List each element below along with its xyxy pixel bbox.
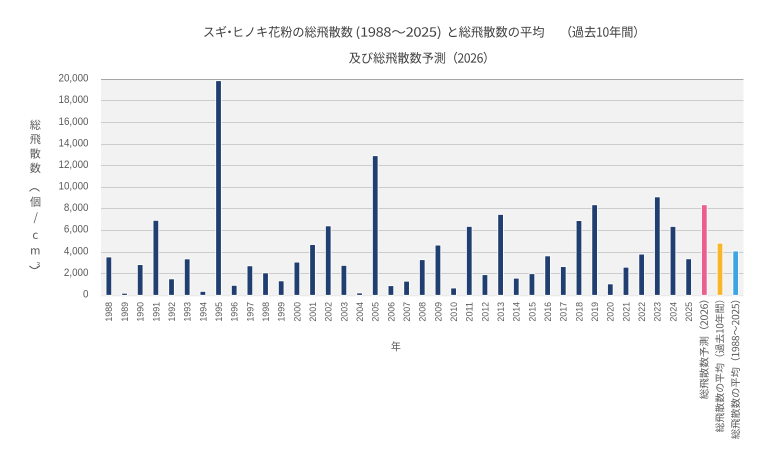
svg-text:1991: 1991 xyxy=(151,302,161,322)
svg-text:2013: 2013 xyxy=(496,302,506,322)
svg-text:1993: 1993 xyxy=(183,302,193,322)
svg-text:14,000: 14,000 xyxy=(59,137,89,149)
svg-text:1997: 1997 xyxy=(245,302,255,322)
svg-text:1990: 1990 xyxy=(136,302,146,322)
svg-text:12,000: 12,000 xyxy=(59,159,89,171)
svg-text:2015: 2015 xyxy=(527,302,537,322)
svg-text:2023: 2023 xyxy=(653,302,663,322)
svg-text:2012: 2012 xyxy=(480,302,490,322)
svg-text:2020: 2020 xyxy=(606,302,616,322)
svg-text:1992: 1992 xyxy=(167,302,177,322)
svg-text:10,000: 10,000 xyxy=(59,181,89,193)
svg-text:20,000: 20,000 xyxy=(59,73,89,85)
svg-text:2019: 2019 xyxy=(590,302,600,322)
svg-text:1988: 1988 xyxy=(104,302,114,322)
svg-text:2003: 2003 xyxy=(339,302,349,322)
svg-text:2005: 2005 xyxy=(371,302,381,322)
svg-text:2016: 2016 xyxy=(543,302,553,322)
svg-text:1998: 1998 xyxy=(261,302,271,322)
svg-text:16,000: 16,000 xyxy=(59,116,89,128)
svg-text:2022: 2022 xyxy=(637,302,647,322)
svg-text:8,000: 8,000 xyxy=(64,202,89,214)
svg-text:2001: 2001 xyxy=(308,302,318,322)
svg-text:2004: 2004 xyxy=(355,302,365,322)
svg-text:6,000: 6,000 xyxy=(64,224,89,236)
svg-text:1999: 1999 xyxy=(277,302,287,322)
svg-text:2000: 2000 xyxy=(292,302,302,322)
svg-text:2017: 2017 xyxy=(559,302,569,322)
svg-text:2018: 2018 xyxy=(574,302,584,322)
svg-text:2010: 2010 xyxy=(449,302,459,322)
svg-text:2,000: 2,000 xyxy=(64,267,89,279)
svg-text:18,000: 18,000 xyxy=(59,94,89,106)
svg-text:4,000: 4,000 xyxy=(64,245,89,257)
svg-text:1996: 1996 xyxy=(230,302,240,322)
svg-text:0: 0 xyxy=(83,289,89,301)
svg-text:2006: 2006 xyxy=(386,302,396,322)
svg-text:2009: 2009 xyxy=(433,302,443,322)
svg-text:1995: 1995 xyxy=(214,302,224,322)
svg-text:2021: 2021 xyxy=(621,302,631,322)
svg-text:2008: 2008 xyxy=(418,302,428,322)
svg-text:1994: 1994 xyxy=(198,302,208,322)
svg-text:2002: 2002 xyxy=(324,302,334,322)
svg-text:2007: 2007 xyxy=(402,302,412,322)
svg-text:2025: 2025 xyxy=(684,302,694,322)
svg-text:2014: 2014 xyxy=(512,302,522,322)
svg-text:2011: 2011 xyxy=(465,302,475,322)
svg-text:2024: 2024 xyxy=(668,302,678,322)
svg-text:1989: 1989 xyxy=(120,302,130,322)
